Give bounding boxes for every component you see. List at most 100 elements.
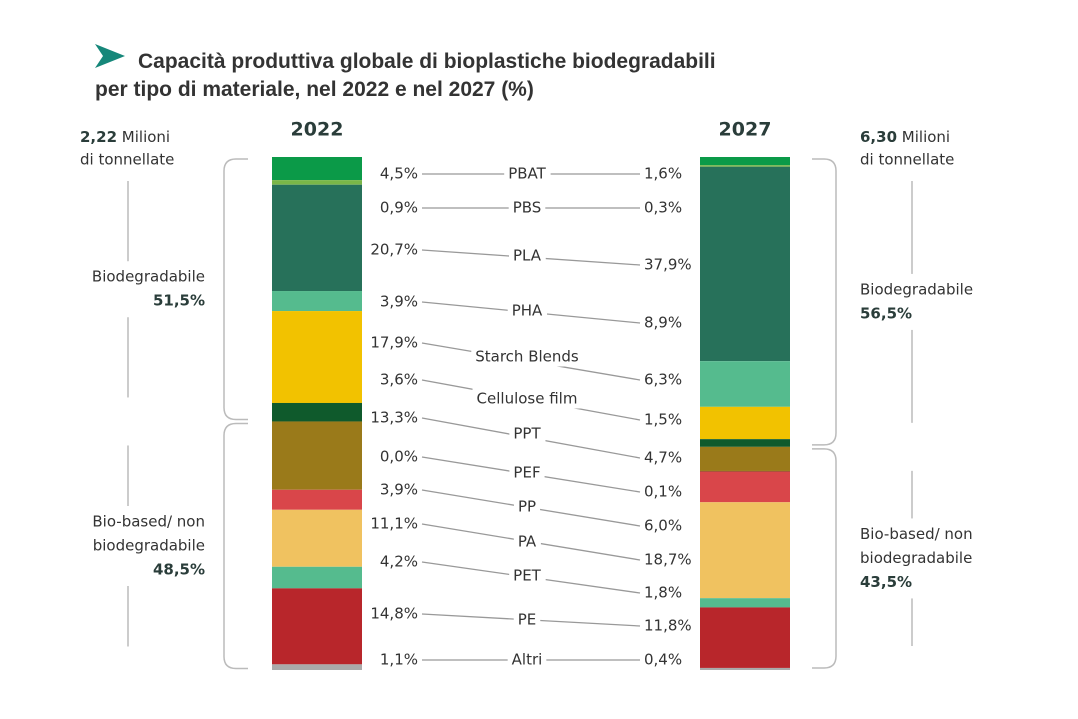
title-part: Capacità produttiva globale <box>138 50 413 73</box>
value-label: 8,9% <box>644 314 682 332</box>
series-name: PE <box>518 611 537 629</box>
series-name: PPT <box>513 425 541 443</box>
value-label: 0,4% <box>644 651 682 669</box>
series-name: Altri <box>512 651 543 669</box>
value-label: 3,9% <box>380 293 418 311</box>
bar-segment <box>272 402 362 422</box>
value-label: 20,7% <box>370 241 418 259</box>
value-label: 1,5% <box>644 411 682 429</box>
value-label: 37,9% <box>644 256 692 274</box>
label-bg <box>513 496 541 517</box>
value-label: 11,1% <box>370 515 418 533</box>
value-label: 4,2% <box>380 553 418 571</box>
title-part: nel 2022 e nel 2027 (%) <box>300 78 533 101</box>
group-name: biodegradabile <box>860 549 972 567</box>
value-label: 1,8% <box>644 584 682 602</box>
series-name: PA <box>518 533 537 551</box>
bar-segment <box>700 598 790 608</box>
group-value: 48,5% <box>153 560 205 578</box>
bar-segment <box>700 667 790 670</box>
title-part: di bioplastiche biodegradabili <box>413 50 715 73</box>
total-unit: di tonnellate <box>80 151 174 169</box>
bar-segment <box>700 446 790 471</box>
group-name: Biodegradabile <box>860 280 973 298</box>
value-label: 1,6% <box>644 165 682 183</box>
label-bg <box>509 565 546 586</box>
label-bg <box>509 423 546 444</box>
title-part: per tipo di materiale, <box>95 78 300 101</box>
series-name: PBAT <box>508 165 546 183</box>
value-label: 6,0% <box>644 517 682 535</box>
label-bg <box>513 609 541 630</box>
group-bracket <box>223 158 248 421</box>
label-bg <box>472 388 582 409</box>
total-unit: di tonnellate <box>860 151 954 169</box>
value-label: 17,9% <box>370 334 418 352</box>
bar-segment <box>700 470 790 472</box>
value-label: 6,3% <box>644 371 682 389</box>
group-name: Bio-based/ non <box>92 512 205 530</box>
bar-segment <box>272 291 362 312</box>
bar-segment <box>272 489 362 510</box>
bar-segment <box>272 180 362 185</box>
bar-segment <box>272 566 362 589</box>
group-value: 56,5% <box>860 304 912 322</box>
value-label: 3,9% <box>380 481 418 499</box>
value-label: 0,9% <box>380 199 418 217</box>
label-bg <box>513 531 541 552</box>
value-label: 4,7% <box>644 449 682 467</box>
category-label: 2027 <box>719 119 772 141</box>
value-label: 0,0% <box>380 448 418 466</box>
bar-segment <box>272 588 362 665</box>
series-name: PET <box>513 567 542 585</box>
bar-segment <box>700 502 790 599</box>
category-label: 2022 <box>291 119 344 141</box>
series-name: PLA <box>513 247 542 265</box>
bar-segment <box>272 311 362 403</box>
series-name: PEF <box>513 464 540 482</box>
bar-segment <box>700 406 790 440</box>
title-arrow <box>95 44 125 68</box>
group-name: Bio-based/ non <box>860 525 973 543</box>
value-label: 0,1% <box>644 483 682 501</box>
total-label: 6,30 Milioni <box>860 128 950 146</box>
value-label: 3,6% <box>380 371 418 389</box>
series-name: PHA <box>512 302 543 320</box>
bar-segment <box>700 166 790 362</box>
bar-segment <box>272 509 362 567</box>
value-label: 1,1% <box>380 651 418 669</box>
chart-title: Capacità produttiva globale di bioplasti… <box>138 50 716 73</box>
bar-segment <box>272 157 362 181</box>
bar-segment <box>700 439 790 447</box>
group-bracket <box>223 422 248 670</box>
label-bg <box>507 300 548 321</box>
bar-segment <box>700 157 790 166</box>
bar-segment <box>272 664 362 670</box>
label-bg <box>504 163 551 184</box>
series-name: PP <box>518 498 536 516</box>
bar-segment <box>700 471 790 503</box>
label-bg <box>509 462 545 483</box>
group-bracket <box>812 448 837 669</box>
value-label: 4,5% <box>380 165 418 183</box>
bar-segment <box>700 361 790 407</box>
group-bracket <box>812 158 837 446</box>
value-label: 0,3% <box>644 199 682 217</box>
value-label: 14,8% <box>370 605 418 623</box>
group-name: biodegradabile <box>93 536 205 554</box>
group-name: Biodegradabile <box>92 268 205 286</box>
group-value: 51,5% <box>153 292 205 310</box>
label-bg <box>508 245 546 266</box>
value-label: 13,3% <box>370 409 418 427</box>
total-label: 2,22 Milioni <box>80 128 170 146</box>
series-name: PBS <box>513 199 542 217</box>
label-bg <box>471 346 583 367</box>
group-value: 43,5% <box>860 573 912 591</box>
bar-segment <box>700 607 790 668</box>
label-bg <box>508 197 546 218</box>
value-label: 18,7% <box>644 551 692 569</box>
total-unit: Milioni <box>902 128 950 146</box>
bar-segment <box>272 421 362 490</box>
